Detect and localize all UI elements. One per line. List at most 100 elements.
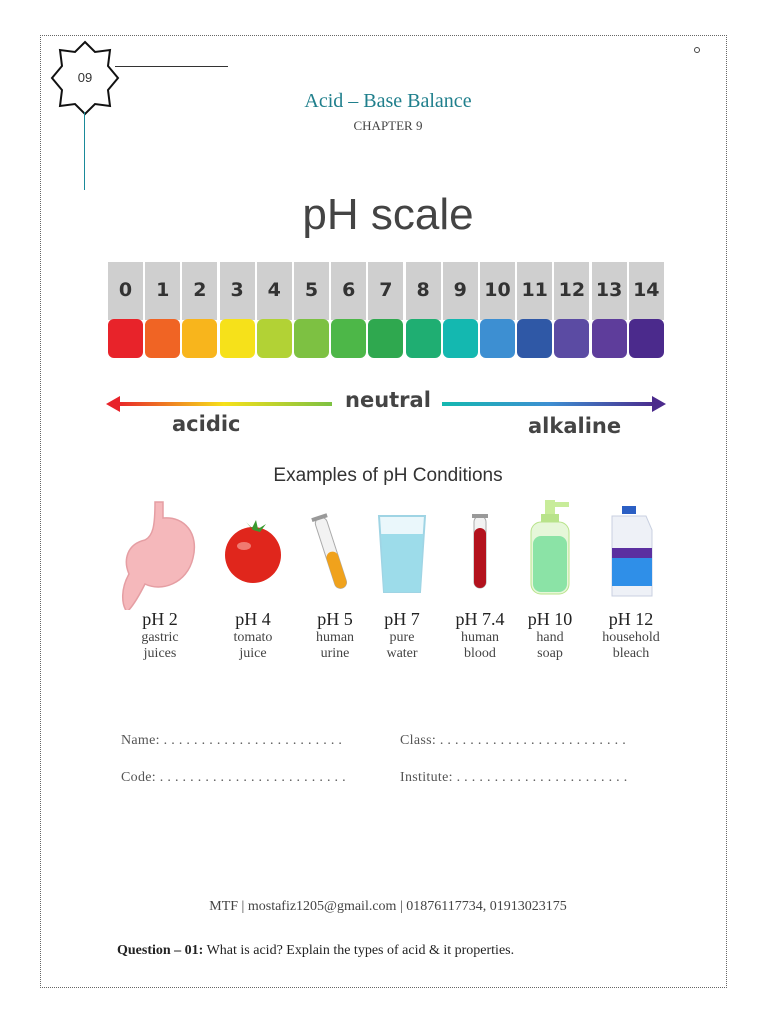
- bleach-bottle-icon: [611, 506, 653, 597]
- ph-level-1: 1: [145, 262, 181, 358]
- ph-level-swatch: [628, 319, 664, 358]
- name-field[interactable]: Name: . . . . . . . . . . . . . . . . . …: [121, 733, 343, 748]
- example-desc: hand soap: [536, 630, 564, 661]
- ph-level-2: 2: [182, 262, 218, 358]
- ph-level-number: 13: [595, 279, 623, 301]
- example-ph: pH 7.4: [455, 609, 505, 629]
- ph-level-swatch: [517, 319, 553, 358]
- ph-level-9: 9: [442, 262, 478, 358]
- example-ph: pH 10: [527, 609, 573, 629]
- ph-level-5: 5: [294, 262, 329, 358]
- water-glass-icon: [377, 515, 427, 593]
- ph-level-11: 11: [517, 262, 553, 358]
- ph-level-swatch: [219, 319, 255, 358]
- ph-level-number: 0: [118, 279, 133, 301]
- ph-level-background: [480, 262, 515, 320]
- ph-level-number: 1: [156, 279, 170, 301]
- ph-scale-bar: 0 1 2 3 4 5 6 7 8 9 10 11 12 13 14: [108, 262, 664, 358]
- ph-level-swatch: [554, 319, 590, 358]
- example-ph: pH 7: [384, 609, 420, 629]
- ph-level-background: [628, 262, 664, 320]
- ph-level-swatch: [442, 319, 478, 358]
- ph-level-background: [368, 262, 404, 320]
- ph-level-background: [331, 262, 367, 320]
- ph-level-background: [219, 262, 255, 320]
- alkaline-label: alkaline: [528, 414, 622, 438]
- ph-level-background: [108, 262, 143, 320]
- ph-level-12: 12: [554, 262, 590, 358]
- ph-level-number: 9: [453, 279, 467, 301]
- examples-title: Examples of pH Conditions: [273, 465, 503, 486]
- ph-level-14: 14: [628, 262, 664, 358]
- ph-level-background: [591, 262, 627, 320]
- ph-level-swatch: [182, 319, 218, 358]
- class-field[interactable]: Class: . . . . . . . . . . . . . . . . .…: [400, 733, 627, 748]
- ph-level-number: 3: [230, 279, 244, 301]
- badge-divider: [115, 66, 228, 67]
- example-desc: tomato juice: [233, 630, 273, 661]
- example-desc: pure water: [386, 630, 418, 661]
- ph-level-background: [294, 262, 329, 320]
- institute-field[interactable]: Institute: . . . . . . . . . . . . . . .…: [400, 770, 628, 785]
- ph-level-number: 14: [633, 279, 660, 301]
- badge-accent-line: [84, 112, 85, 190]
- ph-level-0: 0: [108, 262, 143, 358]
- ph-level-background: [442, 262, 478, 320]
- example-ph: pH 12: [608, 609, 654, 629]
- chapter-number: 09: [77, 70, 93, 85]
- corner-dot: [694, 47, 700, 53]
- ph-level-background: [256, 262, 292, 320]
- ph-level-6: 6: [331, 262, 367, 358]
- page-border: [40, 35, 727, 988]
- ph-level-10: 10: [480, 262, 515, 358]
- code-field[interactable]: Code: . . . . . . . . . . . . . . . . . …: [121, 770, 346, 785]
- footer-contact: MTF | mostafiz1205@gmail.com | 018761177…: [209, 899, 567, 914]
- tomato-icon: [225, 520, 281, 583]
- ph-level-number: 6: [342, 279, 356, 301]
- question-text: What is acid? Explain the types of acid …: [203, 943, 515, 958]
- ph-level-number: 12: [558, 279, 586, 301]
- ph-level-background: [405, 262, 441, 320]
- example-desc: human blood: [460, 630, 500, 661]
- example-desc: human urine: [315, 630, 355, 661]
- ph-level-13: 13: [591, 262, 627, 358]
- ph-level-swatch: [480, 319, 515, 358]
- example-desc: household bleach: [602, 630, 660, 661]
- ph-level-number: 5: [304, 279, 319, 301]
- neutral-label: neutral: [345, 388, 431, 412]
- question-label: Question – 01:: [117, 943, 204, 958]
- ph-level-7: 7: [368, 262, 404, 358]
- ph-level-number: 4: [267, 279, 281, 301]
- ph-level-background: [145, 262, 181, 320]
- test-tube-icon: [311, 513, 348, 589]
- ph-scale-title: pH scale: [302, 190, 474, 239]
- ph-level-swatch: [405, 319, 441, 358]
- example-ph: pH 4: [235, 609, 271, 629]
- chapter-label: CHAPTER 9: [353, 118, 423, 133]
- ph-level-background: [517, 262, 553, 320]
- ph-level-3: 3: [219, 262, 255, 358]
- example-ph: pH 5: [317, 609, 353, 629]
- ph-level-swatch: [145, 319, 181, 358]
- chapter-badge-icon: [50, 40, 120, 116]
- ph-level-number: 10: [484, 279, 511, 301]
- example-ph: pH 2: [142, 609, 178, 629]
- ph-level-swatch: [368, 319, 404, 358]
- ph-level-8: 8: [405, 262, 441, 358]
- question-01: Question – 01: What is acid? Explain the…: [117, 943, 514, 959]
- ph-level-background: [554, 262, 590, 320]
- stomach-icon: [122, 501, 196, 610]
- example-desc: gastric juices: [141, 630, 179, 661]
- ph-level-number: 7: [379, 279, 393, 301]
- ph-level-swatch: [294, 319, 329, 358]
- blood-tube-icon: [472, 514, 488, 589]
- acidic-label: acidic: [172, 412, 241, 436]
- ph-level-swatch: [256, 319, 292, 358]
- ph-level-4: 4: [256, 262, 292, 358]
- ph-level-swatch: [331, 319, 367, 358]
- ph-level-number: 11: [521, 279, 548, 301]
- ph-level-swatch: [591, 319, 627, 358]
- page-title: Acid – Base Balance: [304, 90, 472, 112]
- ph-level-background: [182, 262, 218, 320]
- ph-level-number: 2: [193, 279, 207, 301]
